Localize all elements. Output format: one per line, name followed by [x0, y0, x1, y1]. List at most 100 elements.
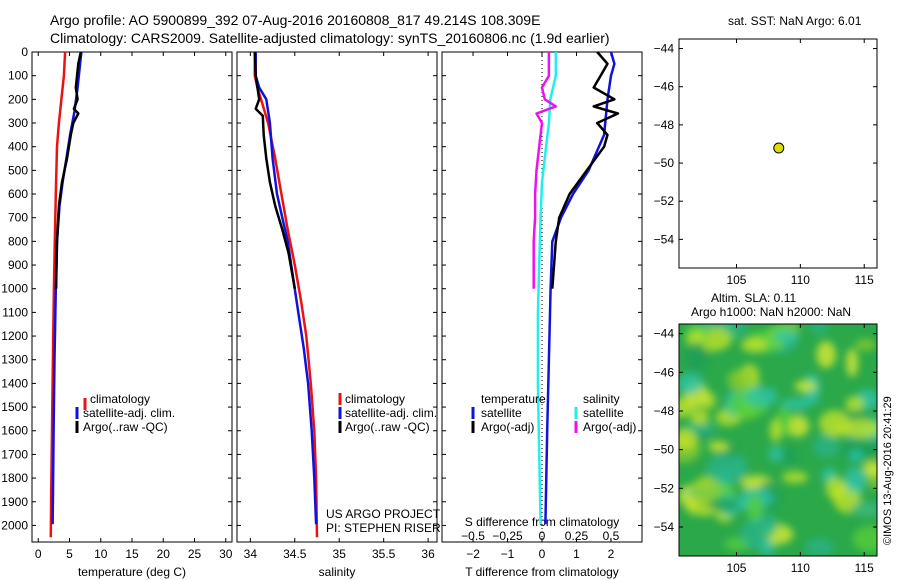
legend-climatology: climatology — [345, 392, 405, 406]
depth-tick-label: 100 — [8, 69, 28, 83]
depth-tick-label: 1700 — [1, 447, 28, 461]
legend-s-satellite: satellite — [583, 406, 624, 420]
heatmap-blob — [707, 497, 740, 513]
series-line — [54, 51, 83, 289]
title-line-1: Argo profile: AO 5900899_392 07-Aug-2016… — [50, 12, 540, 28]
x2-axis-label: S difference from climatology — [465, 515, 620, 529]
heatmap-blob — [781, 398, 811, 411]
x-tick-label: 115 — [855, 273, 874, 287]
heatmap-blob — [679, 428, 697, 451]
x-tick-label: 105 — [726, 561, 746, 575]
x-tick-label: 36 — [421, 547, 435, 561]
heatmap-blob — [684, 341, 708, 372]
heatmap-blob — [773, 329, 799, 343]
x-tick-label: 1 — [573, 547, 580, 561]
heatmap-blob — [846, 348, 859, 378]
y-tick-label: −46 — [654, 365, 675, 379]
depth-tick-label: 700 — [8, 211, 28, 225]
depth-tick-label: 1500 — [1, 400, 28, 414]
x-tick-label: 10 — [94, 547, 108, 561]
x-tick-label: 5 — [66, 547, 73, 561]
x-tick-label: 115 — [855, 561, 874, 575]
series-line — [253, 51, 297, 289]
heatmap-blob — [794, 380, 817, 393]
sla-title-1: Altim. SLA: 0.11 — [711, 291, 796, 305]
y-tick-label: −54 — [654, 520, 675, 534]
heatmap-blobs — [679, 324, 877, 556]
x-tick-label: 30 — [219, 547, 233, 561]
heatmap-blob — [722, 324, 748, 337]
heatmap-blob — [844, 466, 867, 494]
legend-satellite-adj: satellite-adj. clim. — [345, 406, 437, 420]
sla-map-panel: 105 110 115 −44 −46 −48 −50 −52 −54 — [654, 323, 878, 575]
depth-tick-label: 800 — [8, 234, 28, 248]
heatmap-blob — [696, 324, 727, 331]
plot-frame — [31, 51, 233, 543]
y-tick-label: −54 — [654, 232, 675, 246]
salinity-legend: climatology satellite-adj. clim. Argo(..… — [338, 392, 437, 434]
legend-climatology: climatology — [90, 392, 150, 406]
heatmap-blob — [769, 418, 782, 443]
y-tick-label: −52 — [654, 194, 675, 208]
series-line — [532, 52, 558, 289]
series-line — [536, 52, 558, 525]
heatmap-blob — [706, 454, 743, 486]
series-line — [544, 51, 616, 525]
x-tick-label: 20 — [157, 547, 171, 561]
x-tick-label: 34 — [244, 547, 258, 561]
heatmap-blob — [740, 337, 768, 353]
x-tick-label: −2 — [466, 547, 480, 561]
legend-t-satellite: satellite — [481, 406, 522, 420]
x-tick-label: 0 — [539, 547, 546, 561]
x-tick-label: 35.5 — [372, 547, 396, 561]
heatmap-blob — [781, 446, 797, 465]
depth-tick-label: 1600 — [1, 424, 28, 438]
heatmap-blob — [733, 454, 748, 479]
depth-tick-label: 1900 — [1, 495, 28, 509]
heatmap-blob — [690, 408, 709, 428]
x-tick-label: 15 — [125, 547, 139, 561]
heatmap-blob — [854, 338, 877, 351]
difference-panel: −2 −1 0 1 2 T difference from climatology S di… — [441, 51, 643, 579]
depth-tick-label: 1200 — [1, 329, 28, 343]
depth-tick-label: 300 — [8, 116, 28, 130]
heatmap-blob — [852, 525, 877, 553]
heatmap-blob — [768, 446, 784, 462]
map-frame — [678, 38, 878, 269]
legend-salinity-header: salinity — [583, 392, 620, 406]
y-tick-label: −52 — [654, 481, 675, 495]
y-tick-label: −50 — [654, 443, 675, 457]
x2-tick-label: −0.5 — [461, 529, 485, 543]
heatmap-blob — [743, 386, 779, 407]
heatmap-blob — [863, 460, 877, 477]
y-tick-label: −44 — [654, 327, 675, 341]
credit-text: ©IMOS 13-Aug-2016 20:41:29 — [882, 396, 894, 545]
heatmap-blob — [746, 493, 764, 522]
salinity-panel: 34 34.5 35 35.5 36 salinity — [236, 51, 438, 579]
plot-frame — [236, 51, 438, 543]
x-tick-label: 25 — [188, 547, 202, 561]
heatmap-blob — [679, 372, 704, 395]
heatmap-blob — [809, 324, 829, 334]
legend-s-argo: Argo(-adj) — [583, 420, 636, 434]
x-axis-label: temperature (deg C) — [78, 565, 186, 579]
heatmap-blob — [739, 519, 772, 549]
pi-text: PI: STEPHEN RISER — [326, 521, 441, 535]
heatmap-blob — [818, 410, 851, 437]
depth-tick-label: 200 — [8, 92, 28, 106]
x-tick-label: 2 — [608, 547, 615, 561]
legend-temperature-header: temperature — [481, 392, 546, 406]
depth-tick-label: 2000 — [1, 518, 28, 532]
x2-tick-label: 0.5 — [603, 529, 620, 543]
sst-map-panel: 105 110 115 −44 −46 −48 −50 −52 −54 — [654, 38, 878, 287]
y-tick-label: −44 — [654, 42, 675, 56]
heatmap-blob — [782, 471, 808, 484]
x-tick-label: 34.5 — [283, 547, 307, 561]
y-tick-label: −48 — [654, 118, 675, 132]
x-axis-label: salinity — [319, 565, 356, 579]
legend-argo-raw: Argo(..raw -QC) — [345, 420, 430, 434]
series-line — [49, 51, 67, 538]
y-tick-label: −50 — [654, 156, 675, 170]
difference-legend: temperature salinity satellite satellite… — [471, 392, 636, 434]
